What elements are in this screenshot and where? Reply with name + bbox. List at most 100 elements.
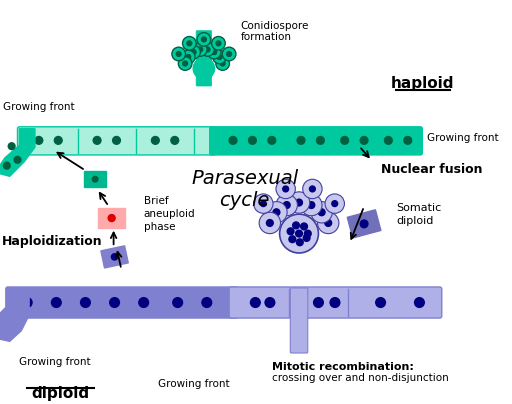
Text: Haploidization: Haploidization	[2, 235, 102, 248]
Circle shape	[4, 162, 10, 169]
FancyBboxPatch shape	[210, 127, 422, 155]
Circle shape	[23, 298, 32, 307]
Circle shape	[211, 36, 225, 50]
Circle shape	[325, 194, 345, 213]
Circle shape	[303, 179, 322, 199]
Circle shape	[54, 137, 62, 144]
Circle shape	[14, 156, 21, 163]
Circle shape	[360, 220, 368, 228]
Circle shape	[222, 47, 236, 61]
Circle shape	[197, 33, 210, 46]
Circle shape	[415, 298, 424, 307]
Circle shape	[207, 45, 221, 59]
Text: Mitotic recombination:: Mitotic recombination:	[272, 362, 414, 372]
Circle shape	[280, 214, 318, 253]
Circle shape	[288, 192, 310, 213]
Circle shape	[301, 194, 322, 216]
Circle shape	[183, 61, 187, 66]
Circle shape	[304, 230, 311, 237]
Circle shape	[212, 50, 226, 64]
Circle shape	[295, 199, 303, 206]
Circle shape	[229, 137, 237, 144]
Circle shape	[287, 228, 294, 235]
Text: Conidiospore
formation: Conidiospore formation	[241, 21, 309, 42]
Circle shape	[273, 209, 280, 216]
Circle shape	[194, 43, 207, 56]
Circle shape	[198, 47, 203, 52]
Circle shape	[253, 194, 273, 213]
FancyBboxPatch shape	[196, 31, 211, 86]
Circle shape	[113, 137, 120, 144]
Circle shape	[172, 47, 185, 61]
Circle shape	[52, 298, 61, 307]
Circle shape	[317, 212, 339, 234]
Circle shape	[216, 57, 229, 70]
Circle shape	[316, 137, 324, 144]
FancyBboxPatch shape	[290, 288, 308, 353]
Polygon shape	[98, 208, 125, 228]
FancyBboxPatch shape	[229, 287, 442, 318]
Circle shape	[332, 201, 337, 206]
Circle shape	[318, 209, 325, 216]
Circle shape	[360, 137, 368, 144]
Circle shape	[385, 137, 392, 144]
Text: diploid: diploid	[31, 386, 89, 401]
Circle shape	[301, 223, 307, 230]
Circle shape	[250, 298, 260, 307]
Polygon shape	[101, 246, 128, 268]
Circle shape	[295, 230, 303, 237]
Text: Growing front: Growing front	[3, 102, 75, 112]
Circle shape	[80, 298, 90, 307]
Text: Growing front: Growing front	[427, 133, 499, 143]
Circle shape	[108, 215, 115, 221]
Text: crossing over and non-disjunction: crossing over and non-disjunction	[272, 373, 449, 383]
Polygon shape	[0, 129, 35, 176]
Circle shape	[187, 41, 192, 46]
Circle shape	[193, 58, 215, 79]
FancyBboxPatch shape	[6, 287, 238, 318]
Circle shape	[181, 50, 195, 64]
Circle shape	[216, 41, 221, 46]
Circle shape	[220, 61, 225, 66]
Circle shape	[93, 137, 101, 144]
Text: Somatic
diploid: Somatic diploid	[396, 202, 441, 226]
Circle shape	[311, 202, 332, 223]
Text: Parasexual
cycle: Parasexual cycle	[191, 169, 298, 210]
Circle shape	[268, 137, 276, 144]
Circle shape	[110, 298, 119, 307]
Circle shape	[266, 219, 273, 226]
Circle shape	[205, 47, 210, 52]
Circle shape	[309, 186, 315, 192]
Circle shape	[276, 179, 295, 199]
Circle shape	[201, 43, 215, 56]
Circle shape	[212, 50, 217, 55]
Text: Growing front: Growing front	[19, 357, 91, 367]
FancyBboxPatch shape	[17, 127, 216, 155]
Circle shape	[191, 50, 196, 55]
Circle shape	[283, 186, 289, 192]
Circle shape	[171, 137, 179, 144]
Circle shape	[202, 298, 211, 307]
Circle shape	[139, 298, 148, 307]
Circle shape	[303, 235, 310, 241]
Circle shape	[308, 202, 315, 208]
Circle shape	[173, 298, 182, 307]
Circle shape	[261, 201, 266, 206]
Circle shape	[297, 137, 305, 144]
Circle shape	[217, 55, 222, 59]
Circle shape	[404, 137, 412, 144]
Polygon shape	[347, 210, 381, 238]
Circle shape	[8, 143, 15, 149]
Circle shape	[201, 37, 206, 42]
Circle shape	[227, 52, 231, 57]
Text: haploid: haploid	[391, 76, 454, 90]
Text: Brief
aneuploid
phase: Brief aneuploid phase	[144, 196, 195, 232]
Circle shape	[259, 212, 281, 234]
Circle shape	[376, 298, 386, 307]
Circle shape	[35, 137, 42, 144]
Text: Growing front: Growing front	[158, 379, 230, 389]
Circle shape	[92, 177, 98, 182]
Circle shape	[182, 36, 196, 50]
Polygon shape	[0, 289, 29, 341]
Circle shape	[112, 254, 118, 260]
